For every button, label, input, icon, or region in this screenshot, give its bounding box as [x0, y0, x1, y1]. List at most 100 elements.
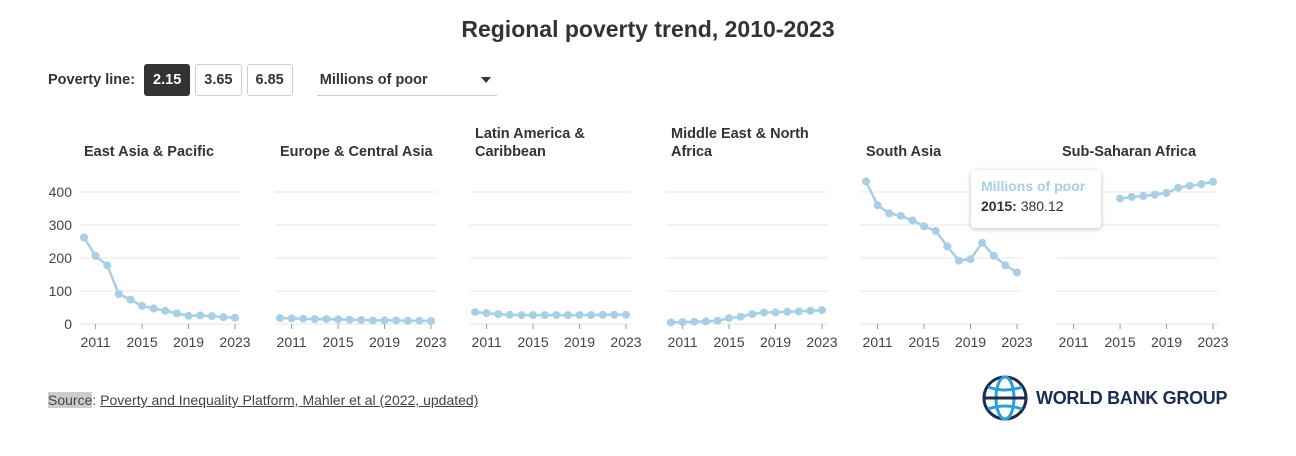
data-point [667, 318, 675, 327]
y-tick-label: 200 [49, 250, 73, 266]
data-point [517, 311, 526, 320]
x-tick-label: 2019 [760, 334, 791, 350]
x-tick-label: 2023 [219, 334, 250, 350]
x-tick-label: 2023 [1001, 334, 1032, 350]
data-point [966, 255, 975, 264]
data-point [368, 316, 377, 325]
data-point [575, 311, 584, 320]
data-point [806, 306, 815, 315]
x-tick-label: 2015 [517, 334, 548, 350]
data-point [126, 295, 135, 304]
x-tick-label: 2023 [1197, 334, 1228, 350]
tooltip-line: 2015: 380.12 [981, 198, 1091, 214]
data-point [978, 238, 987, 247]
data-point [1174, 183, 1183, 192]
data-point [505, 310, 514, 319]
data-point [114, 290, 123, 298]
data-point [690, 317, 699, 326]
data-point [713, 316, 722, 325]
metric-dropdown-value: Millions of poor [319, 71, 428, 88]
data-point [1185, 181, 1194, 190]
data-point [1197, 180, 1206, 189]
y-tick-label: 300 [49, 217, 73, 233]
chevron-down-icon [480, 76, 491, 83]
data-point [1162, 189, 1171, 197]
x-tick-label: 2011 [277, 334, 307, 350]
data-point [207, 312, 216, 321]
poverty-line-2-15-button[interactable]: 2.15 [144, 64, 191, 96]
data-point [563, 311, 572, 320]
tooltip-title: Millions of poor [981, 178, 1086, 194]
y-tick-label: 0 [64, 316, 72, 332]
data-point [552, 311, 561, 320]
data-point [1013, 268, 1021, 277]
metric-dropdown[interactable]: Millions of poor [316, 64, 497, 96]
panel-title: East Asia & Pacific [84, 144, 214, 160]
data-point [403, 316, 412, 325]
y-tick-label: 100 [49, 283, 73, 299]
data-point [184, 311, 193, 320]
panel-title: Africa [671, 144, 713, 160]
poverty-line-3-65-button[interactable]: 3.65 [195, 64, 242, 96]
data-point [219, 313, 228, 322]
data-point [380, 316, 389, 325]
x-tick-label: 2011 [1059, 334, 1089, 350]
data-point [529, 311, 538, 320]
data-point [1150, 190, 1159, 199]
data-point [299, 314, 308, 323]
data-point [1139, 192, 1148, 200]
data-point [873, 201, 882, 210]
data-point [276, 314, 284, 323]
data-point [748, 310, 757, 319]
source-link[interactable]: Poverty and Inequality Platform, Mahler … [100, 392, 479, 408]
chart-tooltip: Millions of poor 2015: 380.12 [971, 170, 1101, 228]
x-tick-label: 2023 [415, 334, 446, 350]
x-tick-label: 2011 [863, 334, 893, 350]
data-point [587, 311, 596, 320]
data-point [598, 310, 607, 319]
poverty-line-6-85-button[interactable]: 6.85 [246, 64, 293, 96]
data-point [540, 311, 549, 320]
x-tick-label: 2011 [668, 334, 698, 350]
data-point [610, 310, 619, 319]
data-point [920, 222, 929, 231]
series-line [82, 236, 236, 319]
x-tick-label: 2019 [955, 334, 986, 350]
y-tick-label: 400 [49, 184, 73, 200]
data-point [482, 309, 491, 318]
data-point [759, 308, 768, 317]
x-tick-label: 2023 [806, 334, 837, 350]
data-point [862, 177, 870, 186]
data-point [322, 315, 331, 324]
logo-text: WORLD BANK GROUP [1036, 387, 1228, 408]
tooltip-year: 2015: [981, 198, 1017, 214]
data-point [103, 261, 112, 270]
data-point [622, 310, 630, 319]
data-point [91, 252, 100, 260]
data-point [494, 310, 503, 319]
panel-title: Europe & Central Asia [280, 144, 433, 160]
data-point [287, 314, 296, 323]
data-point [357, 316, 366, 324]
data-point [471, 308, 479, 317]
source-key: Source [48, 392, 93, 408]
x-tick-label: 2011 [472, 334, 502, 350]
x-tick-label: 2011 [81, 334, 111, 350]
panel-title: Middle East & North [671, 126, 809, 142]
x-tick-label: 2015 [713, 334, 744, 350]
data-point [943, 242, 952, 251]
page-title: Regional poverty trend, 2010-2023 [461, 16, 835, 42]
panel-title: South Asia [866, 144, 942, 160]
data-point [392, 316, 401, 325]
data-point [196, 311, 205, 320]
panel-title: Caribbean [475, 144, 546, 160]
data-point [138, 301, 147, 310]
data-point [908, 216, 917, 225]
data-point [161, 306, 170, 315]
data-point [989, 251, 998, 260]
data-point [931, 226, 940, 235]
x-tick-label: 2019 [173, 334, 204, 350]
x-tick-label: 2019 [564, 334, 595, 350]
data-point [954, 256, 963, 265]
data-point [231, 313, 239, 322]
